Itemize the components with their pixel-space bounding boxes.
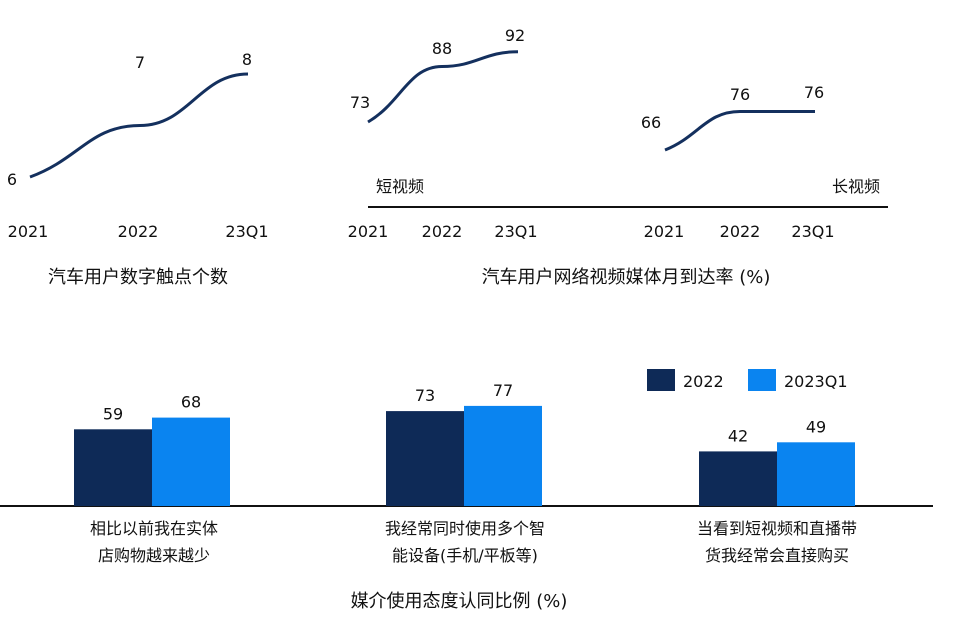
bar-data-label: 49	[806, 417, 826, 436]
legend-swatch-2022	[647, 369, 675, 391]
bar-category-label: 当看到短视频和直播带	[697, 519, 857, 538]
video-reach-chart-title: 汽车用户网络视频媒体月到达率 (%)	[482, 267, 771, 288]
video-reach-chart: 73 88 92 短视频 2021 2022 23Q1 66 76 76 长视频 2021 2022 23…	[348, 26, 888, 288]
touchpoints-x-tick-label: 23Q1	[225, 222, 268, 241]
bar-2022	[699, 451, 777, 506]
long-video-line	[664, 109, 815, 152]
touchpoints-x-tick-label: 2022	[118, 222, 159, 241]
bar-data-label: 42	[728, 426, 748, 445]
short-video-x-tick-label: 23Q1	[494, 222, 537, 241]
digital-touchpoints-chart: 6 7 8 2021 2022 23Q1 汽车用户数字触点个数	[7, 50, 269, 288]
long-video-data-label: 66	[641, 113, 661, 132]
touchpoints-data-label: 6	[7, 170, 17, 189]
bar-2023q1	[152, 417, 230, 506]
touchpoints-chart-title: 汽车用户数字触点个数	[48, 267, 228, 288]
short-video-data-label: 92	[505, 26, 525, 45]
bar-2023q1	[777, 442, 855, 506]
short-video-x-tick-label: 2022	[422, 222, 463, 241]
bar-2022	[386, 411, 464, 506]
touchpoints-x-tick-label: 2021	[8, 222, 49, 241]
touchpoints-data-label: 8	[242, 50, 252, 69]
touchpoints-line	[29, 72, 249, 179]
bar-category-label: 店购物越来越少	[98, 546, 210, 565]
long-video-data-label: 76	[730, 85, 750, 104]
long-video-x-tick-label: 2021	[644, 222, 685, 241]
bar-category-label: 能设备(手机/平板等)	[392, 546, 538, 565]
long-video-panel-label: 长视频	[832, 177, 880, 196]
long-video-data-label: 76	[804, 83, 824, 102]
legend-label-2023q1: 2023Q1	[784, 372, 848, 391]
long-video-x-tick-label: 23Q1	[791, 222, 834, 241]
bar-data-label: 77	[493, 381, 513, 400]
bar-category-label: 相比以前我在实体	[90, 519, 218, 538]
bar-category-label: 我经常同时使用多个智	[385, 519, 545, 538]
legend-swatch-2023q1	[748, 369, 776, 391]
legend-label-2022: 2022	[683, 372, 724, 391]
short-video-x-tick-label: 2021	[348, 222, 389, 241]
bar-chart-title: 媒介使用态度认同比例 (%)	[351, 591, 568, 612]
touchpoints-data-label: 7	[135, 53, 145, 72]
short-video-data-label: 73	[350, 93, 370, 112]
bar-data-label: 68	[181, 393, 201, 412]
bar-2023q1	[464, 405, 542, 506]
bar-data-label: 73	[415, 386, 435, 405]
bar-data-label: 59	[103, 404, 123, 423]
short-video-data-label: 88	[432, 39, 452, 58]
long-video-x-tick-label: 2022	[720, 222, 761, 241]
bar-2022	[74, 429, 152, 506]
bar-category-label: 货我经常会直接购买	[705, 546, 849, 565]
short-video-line	[367, 50, 519, 124]
short-video-panel-label: 短视频	[376, 177, 424, 196]
